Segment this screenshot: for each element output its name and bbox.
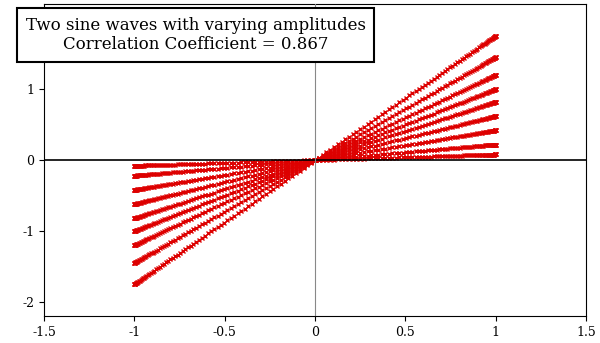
Text: Two sine waves with varying amplitudes
Correlation Coefficient = 0.867: Two sine waves with varying amplitudes C… (26, 17, 366, 53)
